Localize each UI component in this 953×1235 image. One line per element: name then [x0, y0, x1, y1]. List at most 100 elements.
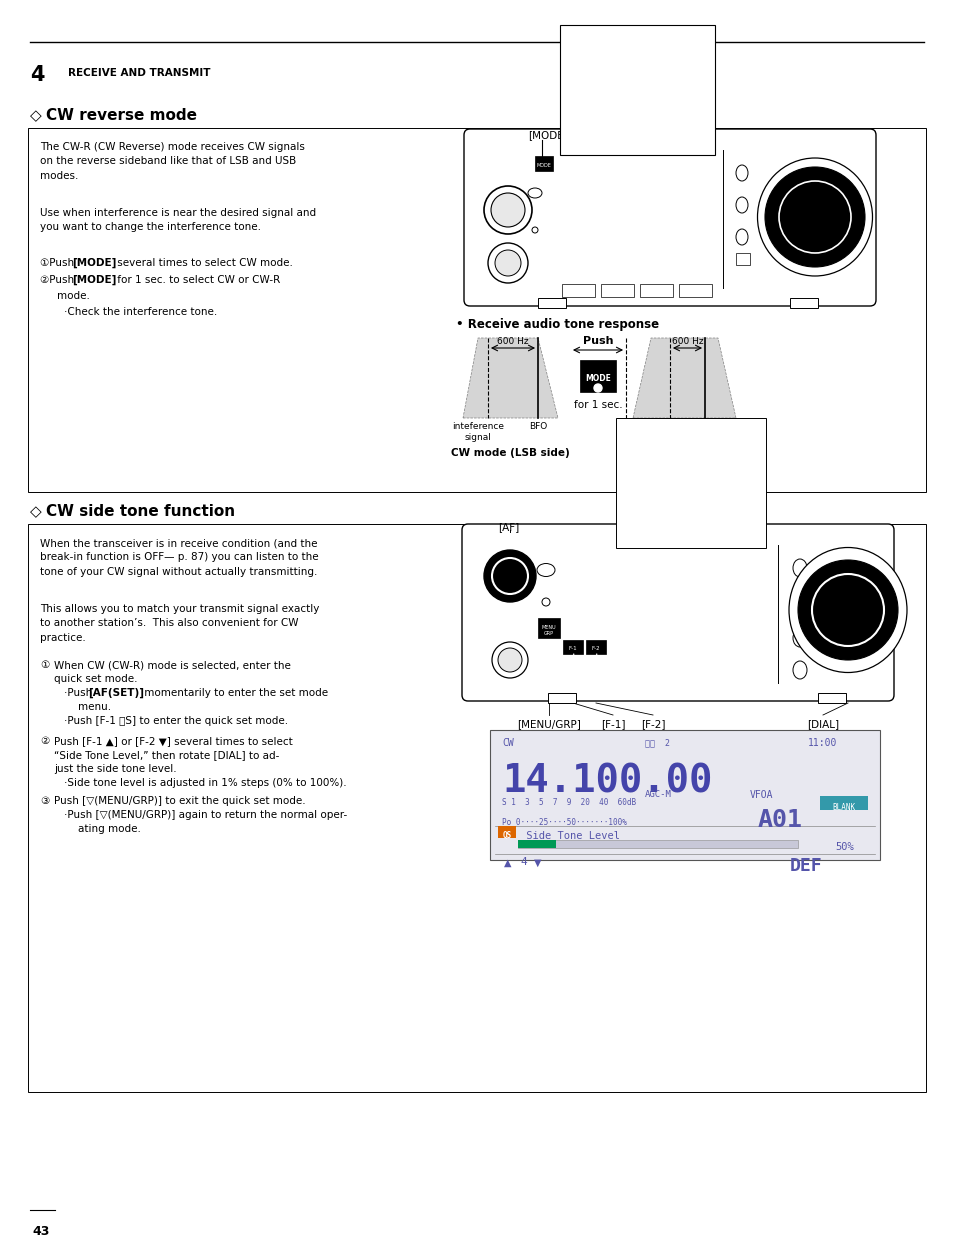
Bar — [512, 804, 517, 808]
Bar — [592, 804, 597, 808]
Bar — [583, 804, 588, 808]
Text: ▲: ▲ — [503, 858, 511, 868]
Text: When CW (CW-R) mode is selected, enter the: When CW (CW-R) mode is selected, enter t… — [54, 659, 291, 671]
Bar — [735, 804, 740, 808]
Circle shape — [491, 193, 524, 227]
Bar — [536, 804, 540, 808]
Text: inteference: inteference — [452, 422, 503, 431]
Circle shape — [492, 558, 527, 594]
Text: BFO: BFO — [660, 433, 679, 442]
Bar — [647, 804, 652, 808]
Text: ·Push [▽(MENU/GRP)] again to return the normal oper-: ·Push [▽(MENU/GRP)] again to return the … — [64, 810, 347, 820]
Bar — [585, 640, 605, 655]
Text: CW side tone function: CW side tone function — [46, 504, 234, 519]
Text: signal: signal — [464, 433, 491, 442]
Text: [F-1]: [F-1] — [600, 719, 624, 729]
Circle shape — [495, 249, 520, 275]
Bar — [576, 804, 580, 808]
Text: just the side tone level.: just the side tone level. — [54, 764, 176, 774]
Text: This allows you to match your transmit signal exactly
to another station’s.  Thi: This allows you to match your transmit s… — [40, 604, 319, 642]
Bar — [537, 618, 559, 638]
Text: S 1  3  5  7  9  20  40  60dB: S 1 3 5 7 9 20 40 60dB — [501, 798, 636, 806]
Bar — [711, 804, 717, 808]
Bar — [497, 826, 516, 839]
Circle shape — [594, 384, 601, 391]
Text: F-1: F-1 — [568, 646, 577, 651]
Text: 43: 43 — [32, 1225, 50, 1235]
Bar — [28, 524, 925, 1092]
Text: F-2: F-2 — [591, 646, 599, 651]
Text: 50%: 50% — [834, 842, 853, 852]
Bar — [535, 156, 553, 170]
Bar — [579, 359, 616, 391]
Text: for 1 sec.: for 1 sec. — [573, 400, 621, 410]
Ellipse shape — [757, 158, 872, 275]
Bar — [567, 804, 573, 808]
Text: ·Push [F-1 ⓆS] to enter the quick set mode.: ·Push [F-1 ⓆS] to enter the quick set mo… — [64, 716, 288, 726]
Text: MODE: MODE — [536, 163, 551, 168]
Text: Use when interference is near the desired signal and
you want to change the inte: Use when interference is near the desire… — [40, 207, 315, 232]
Text: Push: Push — [582, 336, 613, 346]
Text: “Side Tone Level,” then rotate [DIAL] to ad-: “Side Tone Level,” then rotate [DIAL] to… — [54, 750, 279, 760]
Bar — [28, 128, 925, 492]
Text: BFO: BFO — [528, 422, 547, 431]
Bar — [817, 693, 845, 703]
Circle shape — [797, 559, 897, 659]
Text: • Receive audio tone response: • Receive audio tone response — [456, 317, 659, 331]
Bar — [543, 804, 548, 808]
Text: ①: ① — [40, 659, 50, 671]
Bar — [490, 730, 879, 860]
Text: signal: signal — [691, 422, 718, 431]
Text: ②: ② — [40, 736, 50, 746]
Bar — [663, 804, 668, 808]
Text: mode.: mode. — [57, 291, 90, 301]
Text: VFOA: VFOA — [749, 790, 773, 800]
Text: DEF: DEF — [789, 857, 821, 876]
Polygon shape — [633, 338, 735, 417]
Bar — [687, 804, 692, 808]
Text: ating mode.: ating mode. — [78, 824, 141, 834]
Bar — [552, 804, 557, 808]
Text: inteference: inteference — [643, 422, 696, 431]
Ellipse shape — [788, 547, 906, 673]
Bar — [616, 804, 620, 808]
Text: for 1 sec. to select CW or CW-R: for 1 sec. to select CW or CW-R — [113, 275, 280, 285]
Text: quick set mode.: quick set mode. — [54, 674, 137, 684]
Text: 4: 4 — [519, 857, 526, 867]
Bar — [639, 284, 672, 296]
Text: CW reverse mode: CW reverse mode — [46, 107, 196, 124]
Bar — [656, 804, 660, 808]
Bar — [559, 804, 564, 808]
Text: 600 Hz: 600 Hz — [671, 337, 702, 346]
Bar — [600, 284, 634, 296]
Text: [F-2]: [F-2] — [640, 719, 664, 729]
Text: ·Push: ·Push — [64, 688, 95, 698]
Text: When the transceiver is in receive condition (and the
break-in function is OFF— : When the transceiver is in receive condi… — [40, 538, 318, 577]
Text: QS: QS — [502, 831, 511, 840]
Text: momentarily to enter the set mode: momentarily to enter the set mode — [141, 688, 328, 698]
Circle shape — [811, 574, 883, 646]
Bar — [679, 284, 711, 296]
Text: ∿∿  2: ∿∿ 2 — [644, 739, 669, 747]
Circle shape — [483, 186, 532, 233]
Text: AGC-M: AGC-M — [644, 790, 671, 799]
Bar — [820, 797, 867, 810]
Text: BLANK: BLANK — [832, 803, 855, 811]
Bar — [696, 804, 700, 808]
Bar — [562, 640, 582, 655]
Bar — [720, 804, 724, 808]
Bar — [703, 804, 708, 808]
Text: [AF(SET)]: [AF(SET)] — [88, 688, 144, 698]
Text: [MENU/GRP]: [MENU/GRP] — [517, 719, 580, 729]
Text: [MODE]: [MODE] — [71, 258, 116, 268]
Bar — [559, 25, 714, 156]
Text: ◇: ◇ — [30, 107, 47, 124]
Bar — [547, 693, 576, 703]
Bar — [639, 804, 644, 808]
Text: 11:00: 11:00 — [807, 739, 837, 748]
Text: Push [F-1 ▲] or [F-2 ▼] several times to select: Push [F-1 ▲] or [F-2 ▼] several times to… — [54, 736, 293, 746]
Text: ▼: ▼ — [546, 642, 551, 647]
Polygon shape — [462, 338, 558, 417]
Text: ·Check the interference tone.: ·Check the interference tone. — [64, 308, 217, 317]
Bar — [623, 804, 628, 808]
